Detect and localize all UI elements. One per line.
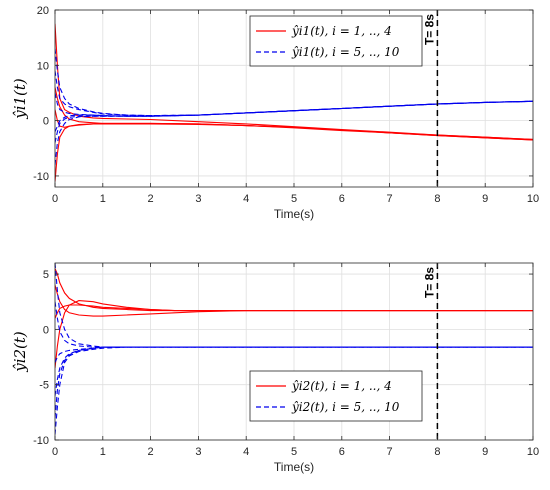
legend: ŷi2(t), i = 1, .., 4 ŷi2(t), i = 5, .., 1… <box>249 370 423 422</box>
x-tick-label: 9 <box>482 446 488 458</box>
series-1-curve-4 <box>55 87 533 140</box>
x-tick-label: 4 <box>243 446 249 458</box>
y-axis-label: ŷi1(t) <box>11 78 29 120</box>
x-tick-label: 6 <box>339 446 345 458</box>
legend: ŷi1(t), i = 1, .., 4 ŷi1(t), i = 5, .., 1… <box>249 15 423 67</box>
legend-label-1: ŷi1(t), i = 1, .., 4 <box>291 24 392 38</box>
x-tick-label: 2 <box>148 446 154 458</box>
x-tick-label: 3 <box>195 446 201 458</box>
x-tick-label: 3 <box>195 193 201 205</box>
x-tick-label: 5 <box>291 193 297 205</box>
subplot-1: T= 8s0 1 2 3 4 5 6 7 8 9 10-1001020Time(s)ŷi1(t)ŷi… <box>11 5 539 221</box>
series-group <box>55 23 533 182</box>
y-tick-label: -5 <box>39 380 49 392</box>
y-tick-label: 0 <box>43 324 49 336</box>
x-tick-label: 9 <box>482 193 488 205</box>
y-tick-label: -10 <box>33 171 49 183</box>
x-tick-label: 5 <box>291 446 297 458</box>
y-tick-label: 5 <box>43 269 49 281</box>
x-tick-label: 0 <box>52 193 58 205</box>
x-tick-label: 4 <box>243 193 249 205</box>
subplot-2: T= 8s 0 1 2 3 4 5 6 7 8 9 10 -10 -5 0 5 Time(s) ŷi2(t) ŷi2… <box>11 262 539 474</box>
y-tick-label: -10 <box>33 435 49 447</box>
x-axis-label: Time(s) <box>274 460 314 474</box>
series-1-curve-4 <box>55 304 533 319</box>
legend-label-2: ŷi2(t), i = 5, .., 10 <box>291 400 400 414</box>
legend-box <box>249 370 423 422</box>
y-axis-label: ŷi2(t) <box>11 331 29 373</box>
y-tick-label: 0 <box>43 116 49 128</box>
x-tick-label: 10 <box>527 446 539 458</box>
x-tick-label: 8 <box>434 446 440 458</box>
legend-label-2: ŷi1(t), i = 5, .., 10 <box>291 45 400 59</box>
x-tick-label: 1 <box>100 193 106 205</box>
x-tick-label: 7 <box>387 193 393 205</box>
legend-label-1: ŷi2(t), i = 1, .., 4 <box>291 379 392 393</box>
series-group <box>55 263 533 435</box>
x-tick-label: 8 <box>434 193 440 205</box>
marker-label: T= 8s <box>422 267 436 298</box>
x-tick-label: 0 <box>52 446 58 458</box>
y-tick-label: 10 <box>37 60 49 72</box>
x-axis-label: Time(s) <box>274 207 314 221</box>
legend-box <box>249 15 423 67</box>
series-2-curve-6 <box>55 100 533 132</box>
x-tick-label: 6 <box>339 193 345 205</box>
x-tick-label: 7 <box>387 446 393 458</box>
y-tick-label: 20 <box>37 5 49 17</box>
x-tick-label: 1 <box>100 446 106 458</box>
x-tick-label: 10 <box>527 193 539 205</box>
marker-label: T= 8s <box>422 14 436 45</box>
x-tick-label: 2 <box>148 193 154 205</box>
series-2-curve-6 <box>55 346 533 363</box>
